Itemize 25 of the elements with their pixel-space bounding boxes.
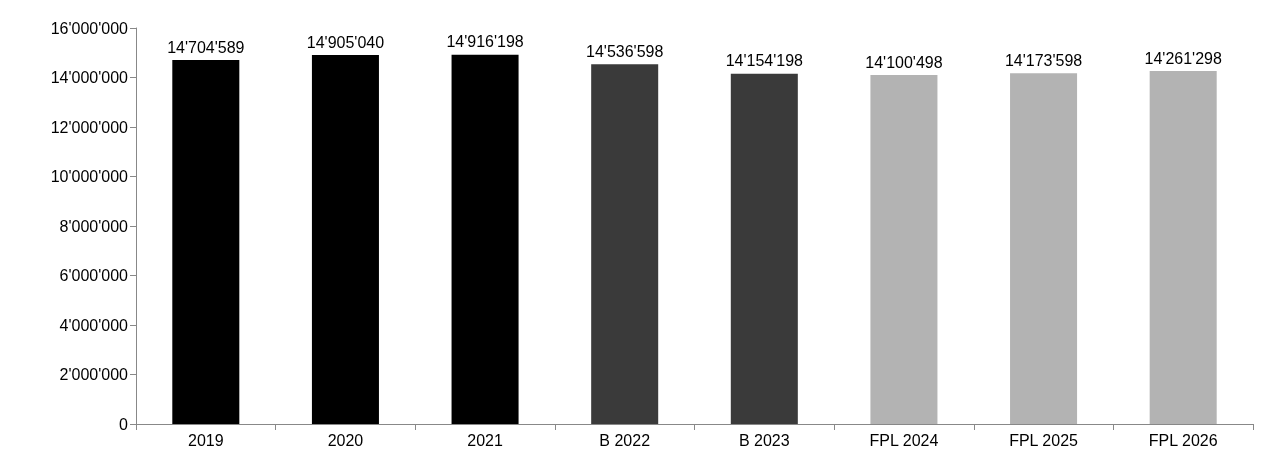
y-tick-label: 2'000'000 bbox=[59, 366, 129, 383]
y-tick-label: 4'000'000 bbox=[59, 316, 129, 334]
y-tick-label: 16'000'000 bbox=[50, 19, 129, 37]
y-tick-label: 14'000'000 bbox=[50, 69, 129, 86]
y-tick-label: 12'000'000 bbox=[50, 118, 129, 136]
x-tick-label: 2019 bbox=[188, 431, 224, 449]
x-tick-label: FPL 2026 bbox=[1148, 431, 1218, 449]
x-tick-label: FPL 2024 bbox=[869, 431, 939, 449]
data-label: 14'916'198 bbox=[446, 33, 524, 51]
x-tick-label: FPL 2025 bbox=[1009, 431, 1079, 449]
data-label: 14'261'298 bbox=[1144, 49, 1222, 67]
y-tick-label: 10'000'000 bbox=[50, 168, 129, 185]
x-tick-label: 2021 bbox=[467, 431, 503, 449]
x-tick-label: 2020 bbox=[327, 431, 364, 449]
data-label: 14'905'040 bbox=[306, 33, 385, 51]
x-tick-label: B 2022 bbox=[599, 431, 651, 449]
y-tick-label: 6'000'000 bbox=[59, 267, 129, 284]
y-tick-label: 0 bbox=[119, 415, 129, 433]
data-label: 14'173'598 bbox=[1004, 51, 1083, 69]
data-label: 14'100'498 bbox=[865, 53, 943, 71]
data-label: 14'536'598 bbox=[586, 42, 664, 60]
data-label: 14'154'198 bbox=[725, 52, 804, 70]
data-label: 14'704'589 bbox=[167, 38, 245, 56]
x-tick-label: B 2023 bbox=[738, 431, 790, 449]
y-tick-label: 8'000'000 bbox=[59, 217, 129, 235]
